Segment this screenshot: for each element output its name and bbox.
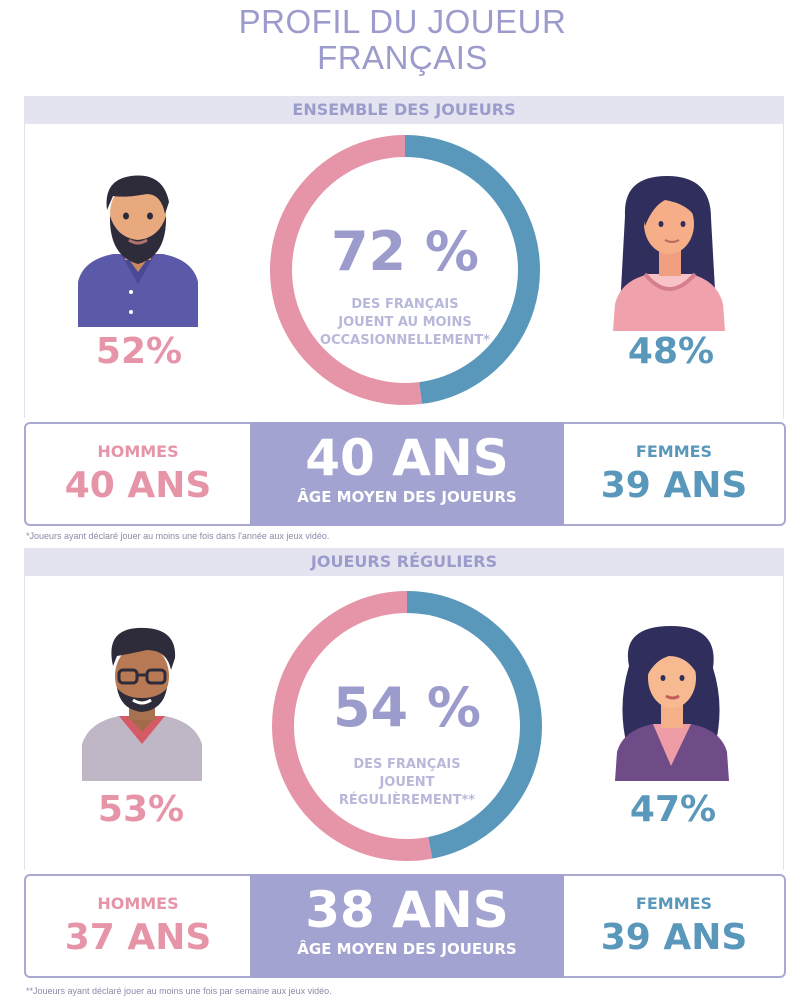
average-age-panel: 38 ANS ÂGE MOYEN DES JOUEURS (250, 874, 564, 978)
caption-line: OCCASIONNELLEMENT* (320, 333, 490, 348)
average-age-panel: 40 ANS ÂGE MOYEN DES JOUEURS (250, 422, 564, 526)
title-line-2: FRANÇAIS (317, 39, 488, 76)
caption-line: JOUENT AU MOINS (338, 315, 472, 330)
title-line-1: PROFIL DU JOUEUR (238, 3, 567, 40)
donut-chart-regular (272, 591, 542, 861)
men-label: HOMMES (97, 442, 179, 461)
center-caption: DES FRANÇAIS JOUENT RÉGULIÈREMENT** (287, 756, 527, 810)
man-avatar-icon (78, 175, 198, 327)
women-age: 39 ANS (600, 917, 748, 958)
average-age-caption: ÂGE MOYEN DES JOUEURS (297, 940, 517, 958)
woman-avatar-icon (613, 176, 725, 331)
average-age: 38 ANS (305, 881, 509, 939)
section-body: 72 % DES FRANÇAIS JOUENT AU MOINS OCCASI… (24, 124, 784, 418)
center-caption: DES FRANÇAIS JOUENT AU MOINS OCCASIONNEL… (285, 296, 525, 350)
donut-slice-hommes (272, 591, 433, 861)
donut-chart-all (270, 135, 540, 405)
age-box: HOMMES 37 ANS 38 ANS ÂGE MOYEN DES JOUEU… (24, 874, 786, 978)
donut-slice-hommes (270, 135, 422, 405)
women-age: 39 ANS (600, 465, 748, 506)
footnote-2: **Joueurs ayant déclaré jouer au moins u… (26, 986, 332, 996)
women-percentage: 47% (629, 789, 717, 830)
age-box: HOMMES 40 ANS 40 ANS ÂGE MOYEN DES JOUEU… (24, 422, 786, 526)
donut-slice-femmes (404, 135, 540, 404)
men-label: HOMMES (97, 894, 179, 913)
caption-line: JOUENT (379, 775, 435, 790)
man-glasses-avatar-icon (82, 627, 202, 781)
section-all-players: ENSEMBLE DES JOUEURS (24, 96, 786, 528)
caption-line: DES FRANÇAIS (353, 757, 461, 772)
section-header: ENSEMBLE DES JOUEURS (24, 96, 784, 124)
average-age-caption: ÂGE MOYEN DES JOUEURS (297, 488, 517, 506)
page-title: PROFIL DU JOUEUR FRANÇAIS (0, 4, 805, 76)
women-percentage: 48% (627, 331, 715, 372)
men-age: 40 ANS (64, 465, 212, 506)
average-age: 40 ANS (305, 429, 509, 487)
women-label: FEMMES (635, 442, 713, 461)
caption-line: DES FRANÇAIS (351, 297, 459, 312)
footnote-1: *Joueurs ayant déclaré jouer au moins un… (26, 531, 330, 541)
section-header: JOUEURS RÉGULIERS (24, 548, 784, 576)
section-regular-players: JOUEURS RÉGULIERS (24, 548, 786, 980)
woman-wavy-avatar-icon (615, 626, 729, 781)
men-age: 37 ANS (64, 917, 212, 958)
caption-line: RÉGULIÈREMENT** (338, 793, 476, 808)
center-percentage: 72 % (330, 220, 480, 283)
center-percentage: 54 % (332, 676, 482, 739)
women-label: FEMMES (635, 894, 713, 913)
donut-slice-femmes (406, 591, 542, 859)
section-body: 54 % DES FRANÇAIS JOUENT RÉGULIÈREMENT**… (24, 576, 784, 870)
men-percentage: 53% (97, 789, 185, 830)
men-percentage: 52% (95, 331, 183, 372)
